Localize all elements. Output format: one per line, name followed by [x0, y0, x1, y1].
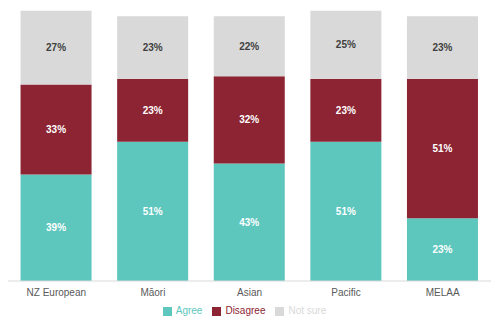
html-text:Disagree: Disagree — [225, 305, 266, 316]
html-text:Not sure: Not sure — [288, 305, 327, 316]
svg-text:MELAA: MELAA — [426, 287, 460, 298]
svg-text:23%: 23% — [143, 105, 163, 116]
svg-text:51%: 51% — [336, 206, 356, 217]
svg-text:23%: 23% — [336, 105, 356, 116]
svg-text:51%: 51% — [143, 206, 163, 217]
svg-text:Pacific: Pacific — [331, 287, 360, 298]
svg-text:23%: 23% — [432, 244, 452, 255]
svg-text:Māori: Māori — [140, 287, 165, 298]
svg-text:27%: 27% — [46, 42, 66, 53]
svg-text:Asian: Asian — [237, 287, 262, 298]
svg-text:23%: 23% — [432, 42, 452, 53]
svg-text:32%: 32% — [239, 114, 259, 125]
svg-text:39%: 39% — [46, 222, 66, 233]
svg-text:43%: 43% — [239, 217, 259, 228]
svg-text:NZ European: NZ European — [27, 287, 86, 298]
svg-text:22%: 22% — [239, 41, 259, 52]
svg-text:33%: 33% — [46, 124, 66, 135]
html-text:Agree: Agree — [175, 305, 203, 316]
svg-text:23%: 23% — [143, 42, 163, 53]
svg-text:51%: 51% — [432, 143, 452, 154]
svg-text:25%: 25% — [336, 39, 356, 50]
